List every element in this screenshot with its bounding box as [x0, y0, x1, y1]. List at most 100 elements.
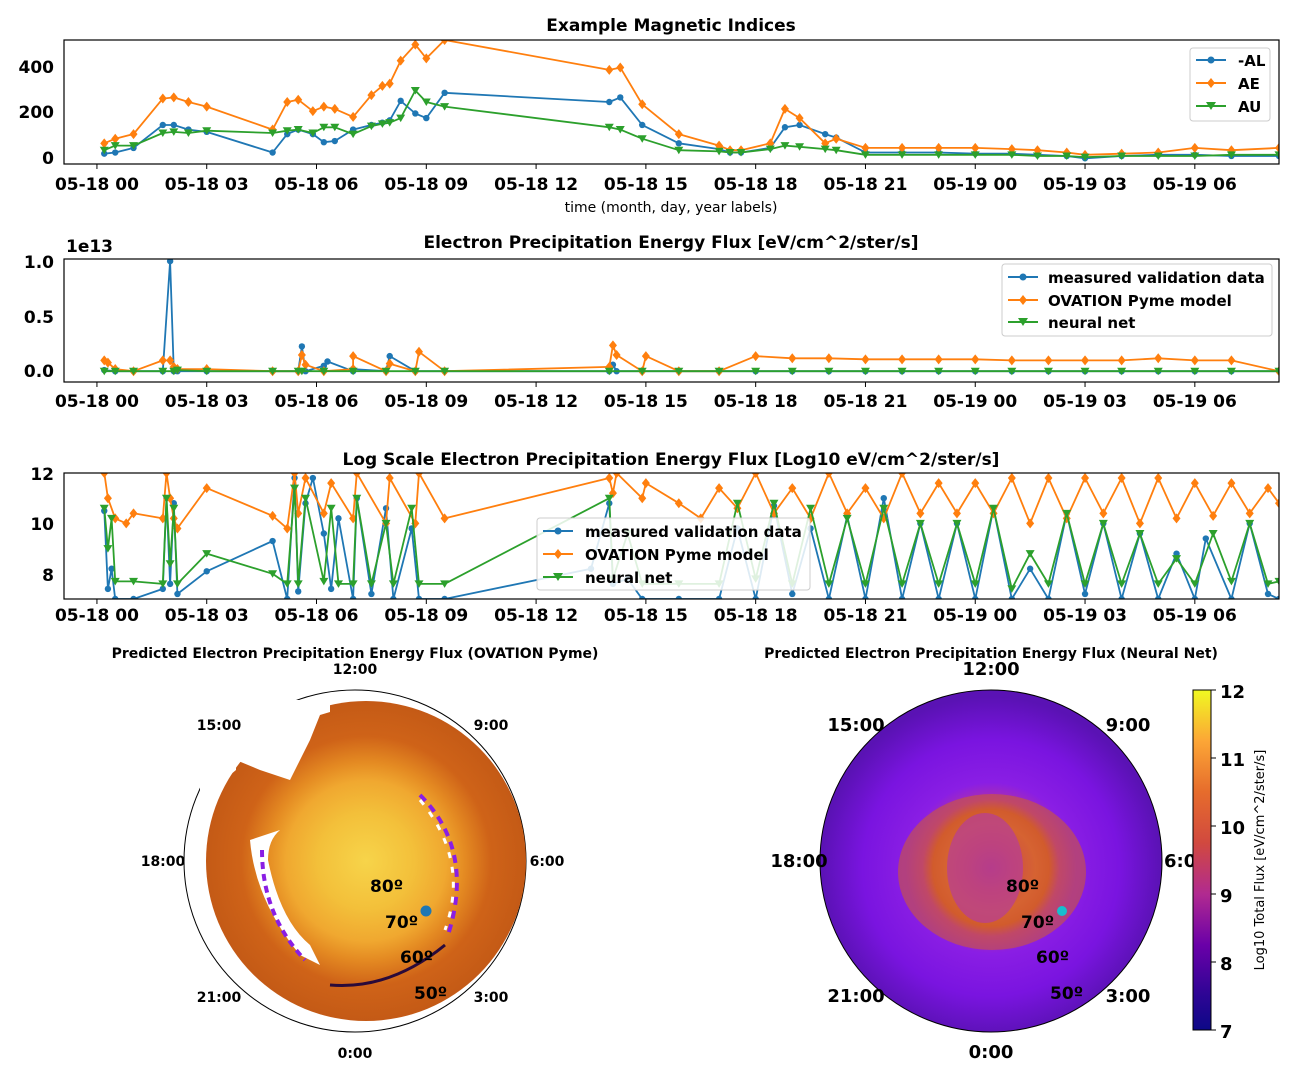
data-point: [290, 473, 299, 478]
data-point: [612, 473, 621, 478]
data-point: [1155, 595, 1162, 599]
data-point: [440, 513, 449, 524]
axes-frame: [63, 472, 1280, 600]
data-point: [1263, 580, 1273, 588]
data-point: [415, 595, 423, 599]
legend-entry: OVATION Pyme model: [543, 546, 769, 564]
data-point: [637, 367, 647, 376]
data-point: [110, 142, 120, 150]
data-point: [327, 478, 336, 489]
data-point: [366, 580, 376, 588]
x-tick-label: 05-18 00: [55, 392, 139, 412]
data-point: [103, 357, 112, 368]
data-point: [1190, 580, 1200, 588]
data-point: [780, 142, 790, 150]
data-point: [1025, 550, 1035, 558]
data-point: [789, 590, 796, 598]
data-point: [897, 151, 907, 159]
data-point: [733, 503, 742, 514]
data-point: [898, 354, 907, 365]
data-point: [396, 114, 406, 123]
latitude-label: 60º: [400, 948, 433, 968]
data-point: [298, 343, 306, 350]
mlt-label: 0:00: [969, 1042, 1014, 1063]
colorbar-tick-label: 9: [1220, 886, 1233, 907]
data-point: [1274, 367, 1279, 376]
data-point: [100, 138, 109, 149]
x-tick-label: 05-19 00: [933, 392, 1017, 412]
colorbar-tick-label: 10: [1220, 818, 1245, 839]
data-point: [129, 577, 139, 586]
data-point: [158, 580, 168, 588]
plot-area: [99, 40, 1279, 162]
data-point: [309, 474, 317, 482]
colorbar-tick: 7: [1211, 1022, 1233, 1043]
data-point: [970, 580, 980, 588]
data-point: [378, 80, 387, 91]
data-point: [159, 585, 167, 593]
x-tick-label: 05-18 12: [494, 606, 578, 626]
data-point: [268, 510, 277, 521]
data-point: [1081, 473, 1090, 484]
data-point: [1274, 577, 1279, 586]
latitude-labels: 80º 70º 60º 50º: [370, 877, 447, 1004]
data-point: [111, 133, 120, 144]
data-point: [1081, 355, 1090, 366]
series-line: [104, 369, 1279, 373]
data-point: [320, 362, 328, 370]
data-point: [202, 483, 211, 494]
data-point: [1154, 353, 1163, 364]
data-point: [381, 519, 391, 528]
data-point: [1007, 473, 1016, 484]
mlt-label: 18:00: [141, 854, 186, 870]
data-point: [751, 351, 760, 362]
polar-plot-ovation: Predicted Electron Precipitation Energy …: [112, 646, 599, 1062]
flux-heatmap: [819, 689, 1163, 1033]
data-point: [824, 353, 833, 364]
colorbar: 7 8 9 10 11 12 Log10 Total Flux [eV/cm^2…: [1192, 682, 1268, 1043]
colorbar-tick-label: 11: [1220, 750, 1245, 771]
legend-label: OVATION Pyme model: [585, 546, 769, 564]
data-point: [832, 133, 841, 144]
legend-label: measured validation data: [1048, 269, 1265, 287]
data-point: [765, 145, 775, 154]
data-point: [1007, 355, 1016, 366]
data-point: [604, 494, 614, 503]
data-point: [674, 498, 683, 509]
data-point: [715, 595, 723, 599]
data-point: [283, 97, 292, 107]
x-tick-label: 05-18 06: [275, 175, 359, 195]
data-point: [952, 519, 962, 528]
data-point: [319, 508, 328, 519]
x-tick-label: 05-19 00: [933, 175, 1017, 195]
x-tick-label: 05-18 12: [494, 175, 578, 195]
data-point: [675, 595, 683, 599]
flux-edge-band: [418, 799, 455, 931]
data-point: [423, 114, 430, 122]
data-point: [638, 493, 647, 504]
data-point: [934, 354, 943, 365]
data-point: [1117, 152, 1127, 160]
data-point: [1080, 367, 1090, 376]
latitude-label: 50º: [1050, 984, 1083, 1004]
data-point: [282, 127, 292, 135]
data-point: [862, 595, 869, 599]
y-tick-label: 200: [19, 103, 55, 123]
data-point: [781, 124, 789, 131]
data-point: [824, 367, 834, 376]
data-point: [674, 146, 684, 155]
data-point: [1043, 580, 1053, 588]
x-tick-label: 05-18 21: [823, 392, 907, 412]
data-point: [169, 92, 178, 103]
data-point: [294, 94, 303, 105]
data-point: [1008, 595, 1016, 599]
data-point: [293, 580, 303, 588]
legend: -AL AE AU: [1189, 47, 1271, 122]
data-point: [1190, 367, 1200, 376]
data-point: [1081, 590, 1089, 598]
data-point: [1098, 519, 1108, 528]
data-point: [1032, 152, 1042, 160]
colorbar-label: Log10 Total Flux [eV/cm^2/ster/s]: [1253, 750, 1268, 971]
x-tick-label: 05-19 03: [1043, 175, 1127, 195]
data-point: [934, 142, 943, 153]
